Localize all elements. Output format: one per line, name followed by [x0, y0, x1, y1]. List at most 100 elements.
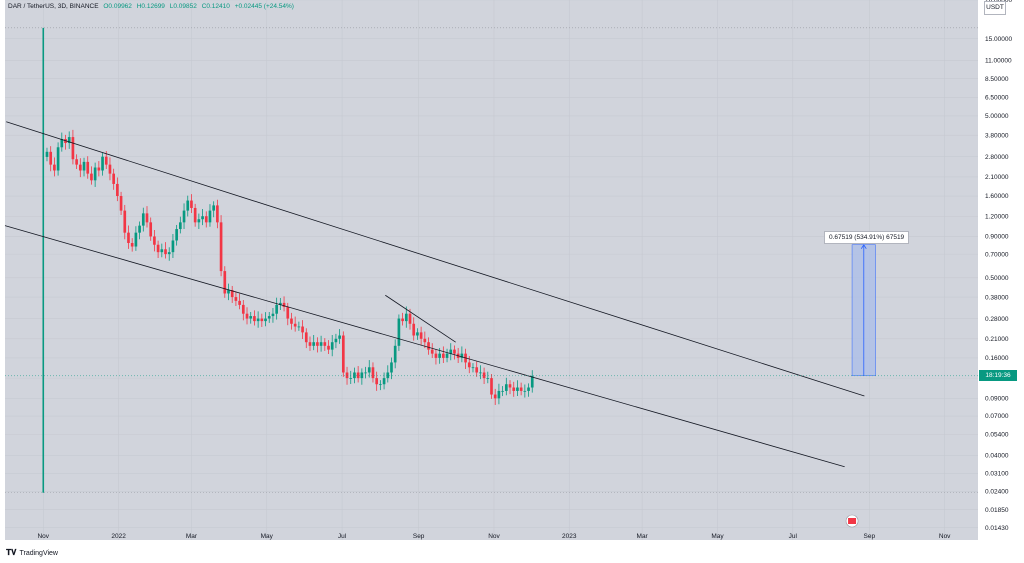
price-axis[interactable]	[978, 0, 1024, 540]
candle-body	[78, 164, 82, 171]
candle-body	[208, 210, 212, 223]
candle-body	[234, 297, 238, 301]
candle-body	[353, 372, 356, 379]
us-flag-event-icon-stripe	[848, 518, 857, 524]
x-tick-label: May	[711, 533, 724, 540]
candle-body	[319, 342, 323, 346]
x-tick-label: Mar	[637, 533, 649, 540]
candle-body	[401, 318, 404, 322]
y-tick-label: 0.38000	[985, 294, 1009, 301]
candle-body	[223, 271, 227, 294]
candle-body	[312, 342, 316, 346]
candle-body	[482, 372, 486, 379]
candle-body	[430, 349, 434, 354]
change-value: +0.02445 (+24.54%)	[234, 3, 294, 10]
symbol-label[interactable]: DAR / TetherUS, 3D, BINANCE	[8, 3, 99, 10]
candle-body	[249, 316, 253, 319]
candle-body	[393, 345, 397, 363]
candle-body	[253, 316, 256, 322]
candle-body	[438, 353, 441, 358]
candle-body	[53, 164, 56, 171]
symbol-header: DAR / TetherUS, 3D, BINANCE O0.09962 H0.…	[8, 3, 297, 10]
time-axis[interactable]	[0, 540, 1024, 563]
candle-body	[175, 229, 178, 241]
candle-body	[219, 222, 223, 272]
candle-body	[275, 304, 278, 314]
candle-body	[245, 313, 249, 319]
candle-body	[67, 137, 71, 144]
candle-body	[349, 378, 353, 379]
candle-body	[267, 316, 271, 319]
y-tick-label: 2.80000	[985, 154, 1009, 161]
y-tick-label: 1.20000	[985, 213, 1009, 220]
y-tick-label: 0.02400	[985, 488, 1009, 495]
candle-body	[323, 342, 327, 346]
y-tick-label: 0.09000	[985, 396, 1009, 403]
candle-body	[293, 323, 297, 327]
candle-body	[453, 349, 456, 354]
x-tick-label: Mar	[186, 533, 198, 540]
candle-body	[379, 384, 382, 386]
currency-button[interactable]: USDT	[984, 1, 1006, 15]
candle-body	[523, 390, 527, 392]
candle-body	[360, 372, 364, 379]
candle-body	[123, 210, 127, 233]
candle-body	[130, 243, 134, 247]
candle-body	[460, 353, 464, 358]
candle-body	[238, 300, 241, 305]
candle-body	[179, 222, 182, 230]
candle-body	[90, 173, 93, 181]
candle-body	[256, 318, 260, 322]
tradingview-brand[interactable]: 𝐓𝐕 TradingView	[6, 548, 58, 558]
candle-body	[519, 387, 523, 391]
candle-body	[75, 159, 78, 165]
candle-body	[327, 345, 330, 350]
y-tick-label: 2.10000	[985, 174, 1009, 181]
candle-body	[86, 161, 90, 174]
y-tick-label: 0.07000	[985, 413, 1009, 420]
candle-body	[490, 378, 493, 395]
y-tick-label: 0.28000	[985, 316, 1009, 323]
plot-area[interactable]	[5, 0, 978, 540]
channel-upper-trendline	[6, 121, 865, 397]
candle-body	[356, 372, 360, 379]
channel-lower-trendline	[4, 225, 845, 468]
candle-body	[416, 332, 419, 336]
candle-body	[171, 240, 175, 253]
candle-body	[508, 384, 512, 388]
candle-body	[49, 151, 53, 165]
candle-body	[516, 387, 519, 391]
candle-body	[530, 375, 534, 388]
candle-body	[501, 390, 504, 392]
candle-body	[345, 372, 349, 379]
candle-body	[286, 306, 290, 319]
candle-body	[479, 372, 482, 374]
candle-body	[408, 313, 412, 324]
candle-body	[230, 290, 234, 298]
x-tick-label: Nov	[939, 533, 951, 540]
y-tick-label: 1.60000	[985, 193, 1009, 200]
candle-body	[141, 213, 145, 226]
y-tick-label: 15.00000	[985, 36, 1012, 43]
candle-body	[119, 196, 123, 211]
candle-body	[201, 216, 204, 220]
candle-body	[316, 342, 319, 346]
close-value: C0.12410	[201, 3, 230, 10]
candle-body	[134, 232, 138, 247]
candle-body	[297, 326, 301, 328]
candle-body	[60, 139, 64, 148]
candle-body	[330, 342, 334, 350]
candle-body	[382, 378, 386, 385]
y-tick-label: 0.90000	[985, 234, 1009, 241]
price-range-label: 0.67519 (534.91%) 67519	[824, 231, 910, 244]
candle-body	[204, 216, 208, 223]
candle-body	[260, 318, 264, 322]
candle-body	[434, 353, 438, 358]
candle-body	[364, 372, 367, 374]
candle-body	[97, 167, 101, 171]
x-tick-label: Sep	[864, 533, 876, 540]
candle-body	[264, 318, 267, 322]
candle-body	[241, 304, 245, 314]
candle-body	[427, 342, 430, 350]
